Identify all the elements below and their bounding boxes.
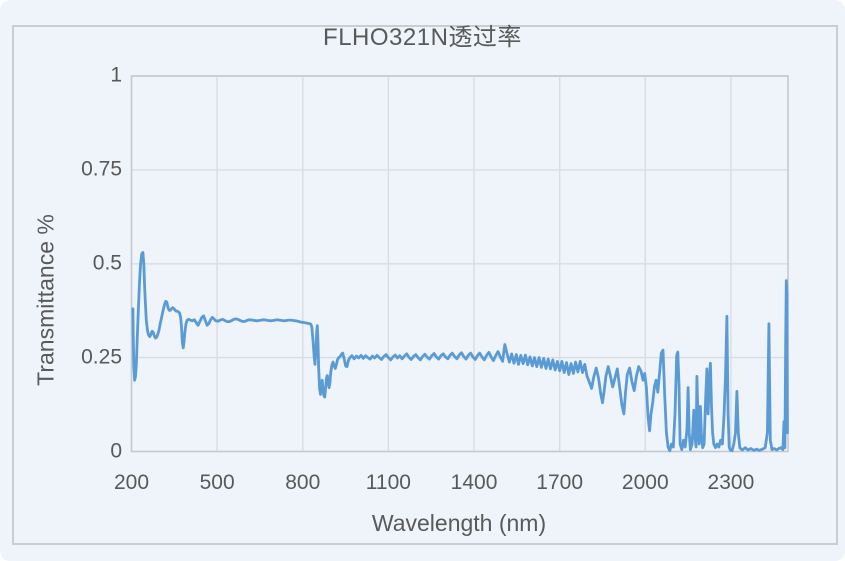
y-axis-title: Transmittance % (32, 214, 59, 386)
chart-title: FLHO321N透过率 (323, 24, 522, 51)
chart-frame (12, 25, 838, 545)
x-axis-title: Wavelength (nm) (371, 510, 547, 536)
